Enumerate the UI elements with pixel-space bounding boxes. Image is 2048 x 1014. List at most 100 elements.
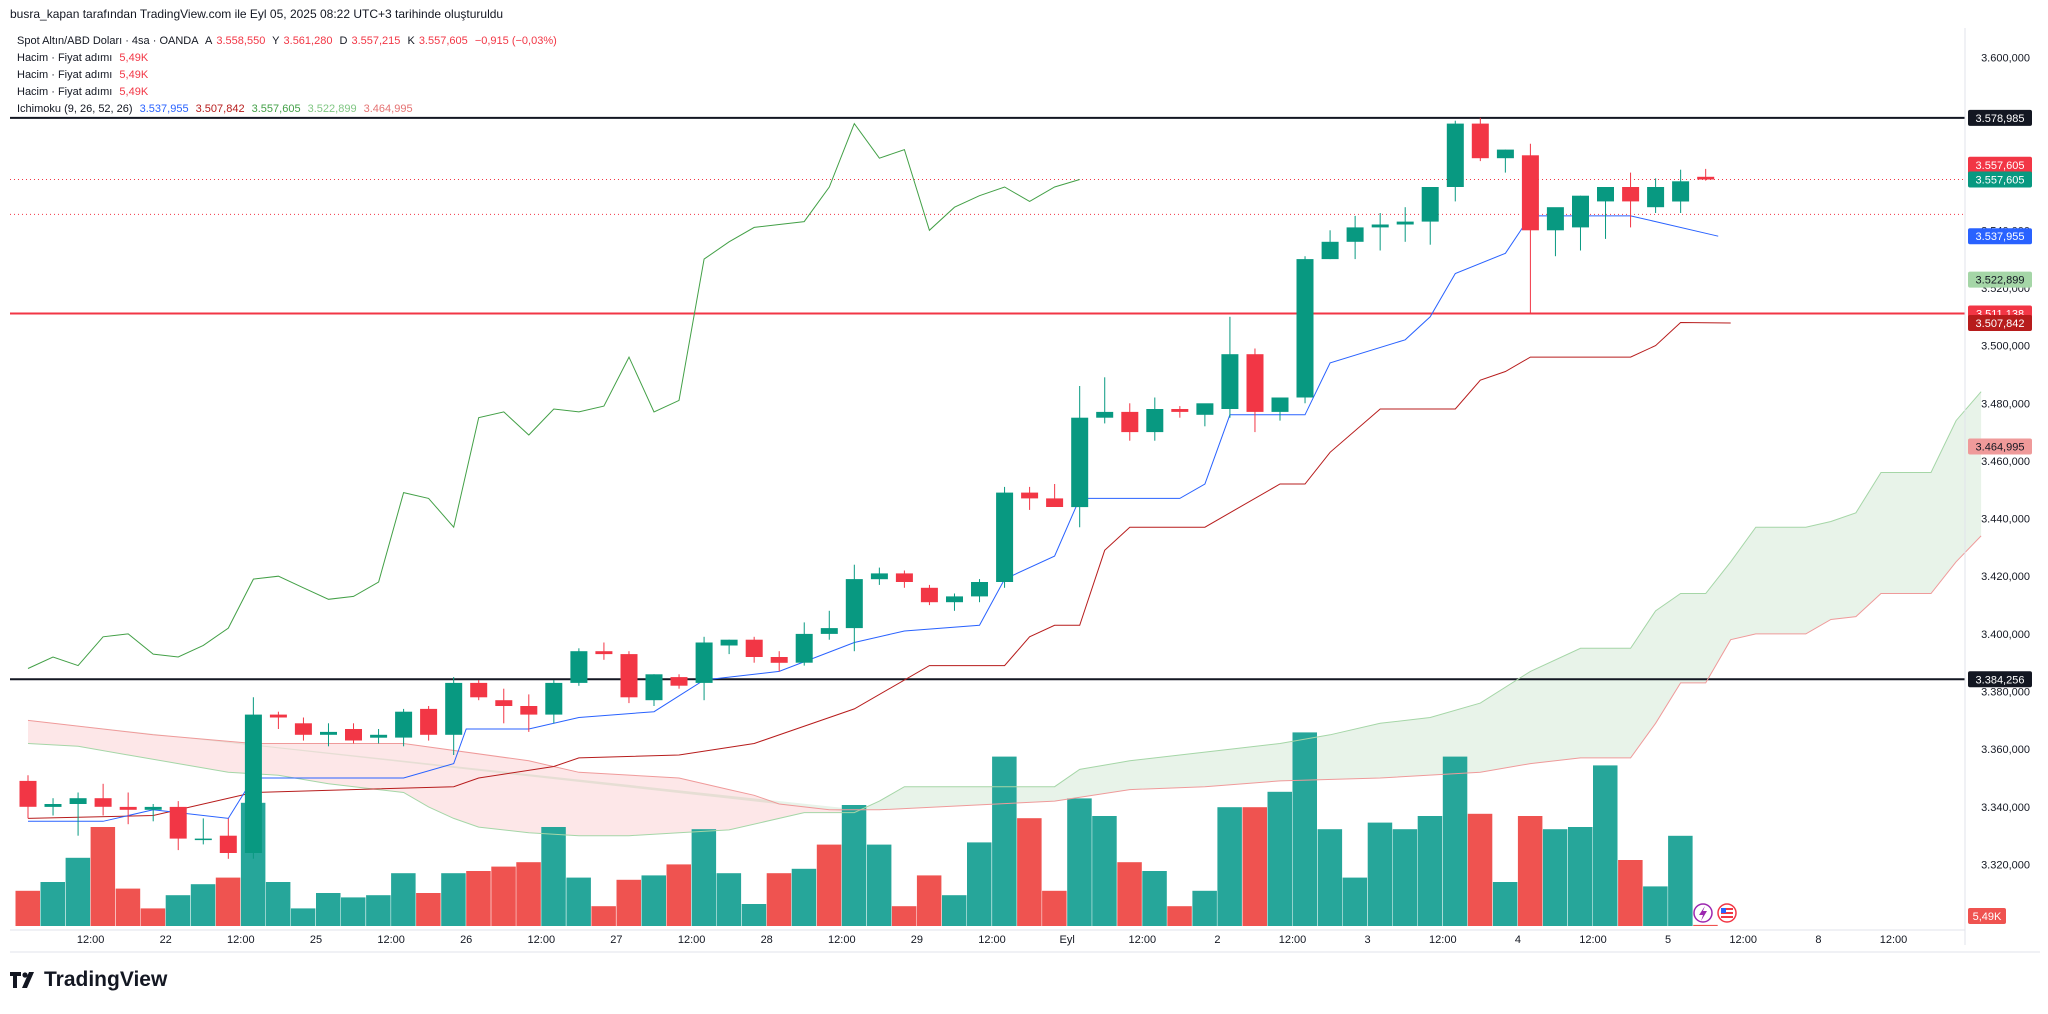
volume-bar — [916, 875, 942, 926]
time-tick-label: 12:00 — [678, 934, 706, 946]
price-label-text: 3.578,985 — [1976, 113, 2025, 125]
candle-body — [1396, 221, 1414, 225]
candle-body — [545, 682, 563, 715]
price-label-bg — [1968, 271, 2032, 288]
candle-body — [495, 700, 513, 706]
candle — [1096, 377, 1114, 424]
candle — [895, 570, 913, 588]
candle — [1321, 230, 1339, 260]
volume-label: Hacim · Fiyat adımı — [17, 86, 113, 98]
candle-body — [44, 804, 62, 807]
volume-bar — [416, 893, 441, 926]
time-tick-label: 26 — [460, 934, 472, 946]
volume-bar — [491, 866, 516, 926]
time-tick-label: 3 — [1365, 934, 1371, 946]
candle-body — [445, 682, 463, 735]
time-tick-label: 22 — [160, 934, 172, 946]
candle-body — [1271, 397, 1289, 412]
candle — [1572, 195, 1589, 251]
price-label-text: 3.537,955 — [1976, 231, 2025, 243]
time-tick-label: 12:00 — [1880, 934, 1908, 946]
volume-value: 5,49K — [119, 86, 149, 98]
candle — [745, 636, 763, 663]
candle-body — [520, 706, 538, 715]
candle-body — [470, 682, 488, 698]
volume-bar — [866, 844, 892, 926]
candle — [1446, 120, 1464, 202]
volume-bar — [165, 895, 191, 926]
candle-body — [1196, 403, 1214, 415]
candle — [670, 674, 688, 689]
volume-bar — [40, 882, 65, 926]
time-tick-label: 12:00 — [1279, 934, 1307, 946]
candle — [219, 818, 237, 859]
volume-bar — [1417, 816, 1443, 926]
volume-bar — [265, 882, 291, 926]
ichimoku-kijun-line — [27, 321, 1731, 819]
candle — [1271, 397, 1289, 421]
volume-bar — [1092, 816, 1117, 926]
time-tick-label: 12:00 — [828, 934, 856, 946]
legend-volume-row-2[interactable]: Hacim · Fiyat adımı 5,49K — [17, 69, 152, 81]
volume-bar — [1492, 882, 1518, 926]
price-label-text: 3.384,256 — [1976, 674, 2025, 686]
price-tick-label: 3.380,000 — [1981, 687, 2030, 699]
candles — [19, 117, 1715, 859]
candle — [495, 688, 513, 724]
volume-bar — [741, 904, 767, 926]
candle — [144, 804, 162, 822]
volume-label: Hacim · Fiyat adımı — [17, 52, 113, 64]
volume-label-text: 5,49K — [1973, 911, 2002, 923]
legend-ichimoku-row[interactable]: Ichimoku (9, 26, 52, 26) 3.537,955 3.507… — [17, 103, 417, 115]
volume-bar — [1317, 829, 1343, 926]
lightning-icon-bolt — [1699, 906, 1707, 921]
volume-bar — [15, 890, 40, 926]
volume-bar — [1442, 756, 1468, 926]
legend-ohlc-high: Y 3.561,280 — [272, 35, 333, 47]
tradingview-logo[interactable]: TradingView — [10, 968, 167, 992]
ichimoku-chikou-value: 3.557,605 — [251, 103, 301, 115]
volume-bar — [441, 873, 466, 926]
legend-volume-row-1[interactable]: Hacim · Fiyat adımı 5,49K — [17, 52, 152, 64]
candle — [996, 486, 1014, 588]
cloud-fill — [28, 391, 1982, 813]
volume-bar — [1618, 860, 1643, 926]
candle — [1171, 406, 1189, 418]
volume-price-label: 5,49K — [1968, 908, 2006, 924]
volume-bar — [316, 893, 341, 926]
volume-value: 5,49K — [119, 52, 149, 64]
volume-bar — [1643, 886, 1668, 926]
time-tick-label: 12:00 — [978, 934, 1006, 946]
time-axis: 12:00 22 12:00 25 12:00 26 12:00 27 12:00 28 12:00… — [10, 929, 2040, 953]
volume-bar — [1342, 877, 1368, 926]
candle — [1647, 178, 1665, 213]
price-label: 3.522,899 — [1968, 271, 2032, 288]
candle — [620, 651, 638, 704]
volume-bar — [190, 884, 216, 926]
volume-bar — [115, 888, 141, 926]
legend-volume-row-3[interactable]: Hacim · Fiyat adımı 5,49K — [17, 86, 152, 98]
candle — [545, 680, 563, 724]
time-tick-label: 4 — [1515, 934, 1521, 946]
volume-bar — [791, 868, 817, 926]
lightning-icon — [1693, 903, 1713, 923]
candle-body — [1672, 181, 1690, 202]
candle — [1546, 207, 1564, 257]
volume-bar — [1067, 798, 1092, 926]
horizontal-lines — [10, 116, 1965, 681]
candle-body — [1597, 187, 1614, 202]
candle-body — [1346, 227, 1364, 242]
candle — [946, 593, 963, 611]
price-label-text: 3.507,842 — [1976, 318, 2025, 330]
volume-bar — [716, 873, 742, 926]
ichimoku-span-a-value: 3.522,899 — [307, 103, 357, 115]
candle-body — [144, 806, 162, 810]
ichimoku-label: Ichimoku (9, 26, 52, 26) — [17, 103, 133, 115]
candle-body — [1446, 123, 1464, 187]
candle-body — [870, 573, 888, 580]
candle-body — [1021, 492, 1039, 499]
candle — [420, 706, 438, 741]
candle — [570, 648, 588, 686]
candle — [971, 579, 988, 603]
